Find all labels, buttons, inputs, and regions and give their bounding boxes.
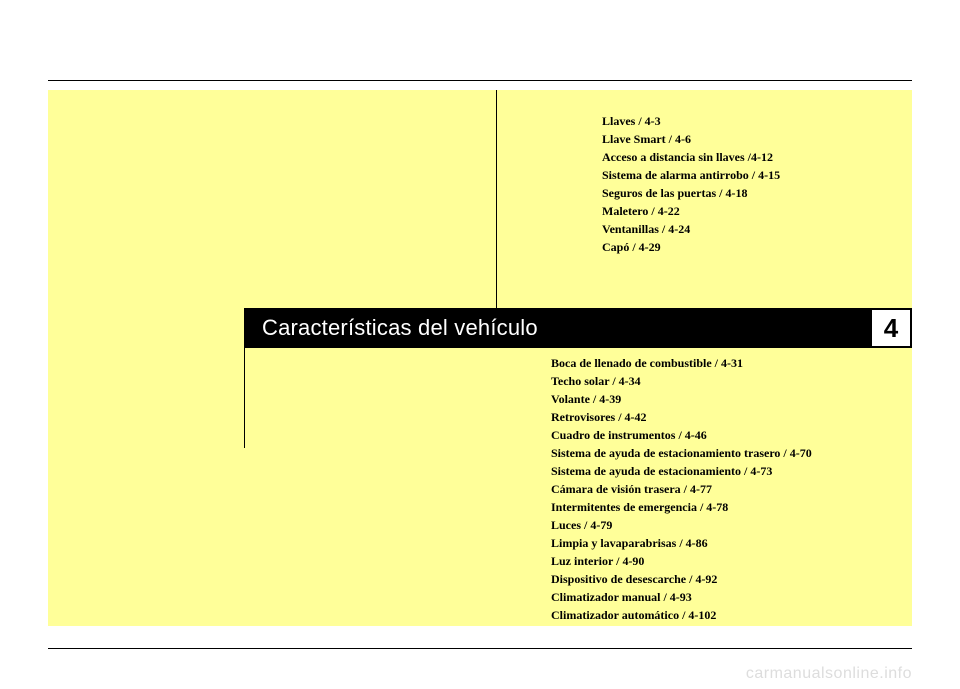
- toc-line: Sistema de ayuda de estacionamiento tras…: [551, 444, 911, 462]
- divider-top: [496, 90, 497, 308]
- toc-line: Climatizador manual / 4-93: [551, 588, 911, 606]
- toc-line: Ventanillas / 4-24: [602, 220, 902, 238]
- chapter-number: 4: [884, 313, 898, 344]
- content-box: Llaves / 4-3 Llave Smart / 4-6 Acceso a …: [48, 90, 912, 626]
- divider-bottom: [244, 348, 245, 448]
- toc-line: Dispositivo de desescarche / 4-92: [551, 570, 911, 588]
- toc-line: Retrovisores / 4-42: [551, 408, 911, 426]
- toc-line: Limpia y lavaparabrisas / 4-86: [551, 534, 911, 552]
- toc-line: Climatizador automático / 4-102: [551, 606, 911, 624]
- toc-line: Maletero / 4-22: [602, 202, 902, 220]
- toc-line: Luces / 4-79: [551, 516, 911, 534]
- toc-line: Llaves / 4-3: [602, 112, 902, 130]
- toc-line: Boca de llenado de combustible / 4-31: [551, 354, 911, 372]
- toc-line: Acceso a distancia sin llaves /4-12: [602, 148, 902, 166]
- toc-line: Intermitentes de emergencia / 4-78: [551, 498, 911, 516]
- toc-line: Techo solar / 4-34: [551, 372, 911, 390]
- toc-line: Luz interior / 4-90: [551, 552, 911, 570]
- rule-top: [48, 80, 912, 81]
- chapter-title: Características del vehículo: [262, 315, 538, 341]
- toc-line: Seguros de las puertas / 4-18: [602, 184, 902, 202]
- toc-line: Sistema de alarma antirrobo / 4-15: [602, 166, 902, 184]
- chapter-number-box: 4: [870, 308, 912, 348]
- toc-line: Capó / 4-29: [602, 238, 902, 256]
- toc-lower: Boca de llenado de combustible / 4-31 Te…: [551, 354, 911, 624]
- toc-line: Volante / 4-39: [551, 390, 911, 408]
- toc-line: Cuadro de instrumentos / 4-46: [551, 426, 911, 444]
- watermark: carmanualsonline.info: [746, 665, 912, 683]
- toc-line: Sistema de ayuda de estacionamiento / 4-…: [551, 462, 911, 480]
- toc-upper: Llaves / 4-3 Llave Smart / 4-6 Acceso a …: [602, 112, 902, 256]
- toc-line: Llave Smart / 4-6: [602, 130, 902, 148]
- chapter-bar: Características del vehículo: [244, 308, 912, 348]
- rule-bottom: [48, 648, 912, 649]
- toc-line: Cámara de visión trasera / 4-77: [551, 480, 911, 498]
